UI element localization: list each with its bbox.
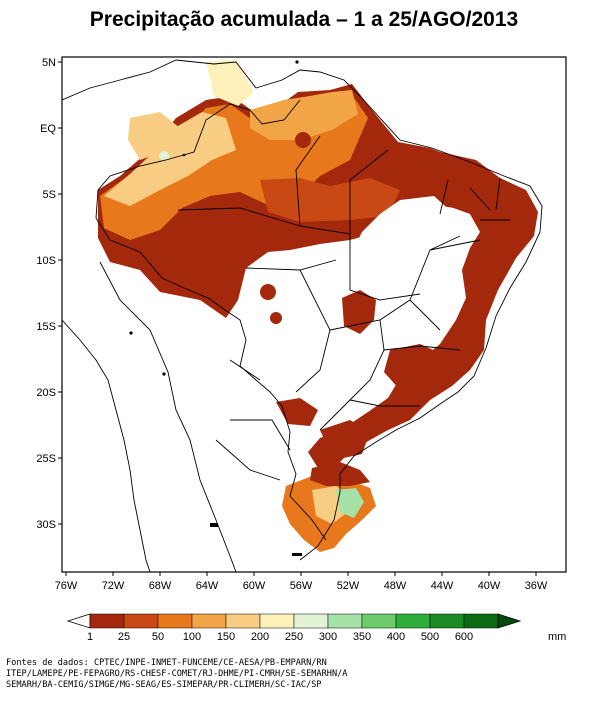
lon-label: 68W xyxy=(149,580,172,592)
legend-color-swatch xyxy=(429,613,465,629)
legend-tick-label: 1 xyxy=(87,631,93,643)
legend-color-swatch xyxy=(89,613,125,629)
pacific-coast xyxy=(62,319,151,572)
precip-zone-interior-dry xyxy=(350,196,460,352)
legend-color-swatch xyxy=(361,613,397,629)
precip-spot-mt-2 xyxy=(270,312,282,324)
legend-color-below xyxy=(66,613,91,629)
legend-tick-label: 300 xyxy=(319,631,337,643)
lat-label: 30S xyxy=(36,519,56,531)
precip-zone-orange-2 xyxy=(260,178,400,222)
precip-spot-ms xyxy=(276,398,318,426)
legend-tick-label: 400 xyxy=(387,631,405,643)
state-borders xyxy=(177,135,510,431)
south-america-coast xyxy=(62,59,543,561)
lat-label: 5S xyxy=(43,189,56,201)
lat-label: 5N xyxy=(42,57,56,69)
legend-color-swatch xyxy=(327,613,363,629)
precip-spot-dark xyxy=(295,132,311,148)
legend-tick-label: 350 xyxy=(353,631,371,643)
lon-ticks xyxy=(65,572,537,576)
lon-label: 36W xyxy=(525,580,548,592)
legend-color-swatch xyxy=(225,613,261,629)
precip-zone-yellow-2 xyxy=(250,90,358,140)
data-sources: Fontes de dados: CPTEC/INPE-INMET-FUNCEM… xyxy=(6,658,606,691)
lat-label: EQ xyxy=(40,123,56,135)
paraguay-border xyxy=(215,359,291,481)
lon-label: 40W xyxy=(478,580,501,592)
lat-label: 25S xyxy=(36,453,56,465)
legend-tick-label: 250 xyxy=(285,631,303,643)
legend-color-swatch xyxy=(191,613,227,629)
legend-tick-label: 25 xyxy=(118,631,130,643)
legend-color-swatch xyxy=(293,613,329,629)
legend-tick-label: 600 xyxy=(455,631,473,643)
legend-color-swatch xyxy=(157,613,193,629)
political-borders xyxy=(62,59,543,572)
precip-zone-ne-coast xyxy=(308,150,538,470)
lon-label: 56W xyxy=(290,580,313,592)
brazil-west-border xyxy=(95,99,327,541)
precip-spot-mg xyxy=(384,344,450,394)
legend-unit: mm xyxy=(548,631,566,643)
legend-color-swatch xyxy=(395,613,431,629)
legend-tick-label: 500 xyxy=(421,631,439,643)
lon-label: 72W xyxy=(102,580,125,592)
legend-color-swatch xyxy=(463,613,499,629)
precip-fields xyxy=(98,60,538,552)
legend-color-above xyxy=(497,613,522,629)
map-title: Precipitação acumulada – 1 a 25/AGO/2013 xyxy=(89,8,519,31)
small-features xyxy=(129,60,302,556)
lon-label: 76W xyxy=(55,580,78,592)
precip-spot-light xyxy=(159,151,169,161)
precip-zone-south-wet xyxy=(336,488,364,518)
lat-ticks xyxy=(58,61,62,525)
precip-zone-yellow-4 xyxy=(128,112,180,160)
legend-tick-label: 150 xyxy=(217,631,235,643)
lon-label: 60W xyxy=(243,580,266,592)
lon-label: 64W xyxy=(196,580,219,592)
sources-line: SEMARH/BA-CEMIG/SIMGE/MG-SEAG/ES-SIMEPAR… xyxy=(6,680,322,690)
lon-label: 48W xyxy=(384,580,407,592)
lat-label: 10S xyxy=(36,255,56,267)
precip-zone-yellow-3 xyxy=(206,60,254,106)
lon-tick-labels: 76W 72W 68W 64W 60W 56W 52W 48W 44W 40W … xyxy=(55,580,548,592)
lat-label: 20S xyxy=(36,387,56,399)
legend-tick-label: 50 xyxy=(152,631,164,643)
precip-spot-mt-1 xyxy=(260,284,276,300)
legend-color-swatch xyxy=(123,613,159,629)
sources-line: Fontes de dados: CPTEC/INPE-INMET-FUNCEM… xyxy=(6,658,327,668)
lon-label: 52W xyxy=(337,580,360,592)
precip-spot-sp xyxy=(320,420,370,460)
lat-tick-labels: 5N EQ 5S 10S 15S 20S 25S 30S xyxy=(36,57,56,531)
legend-tick-label: 100 xyxy=(183,631,201,643)
legend-tick-label: 200 xyxy=(251,631,269,643)
lon-label: 44W xyxy=(431,580,454,592)
sources-line: ITEP/LAMEPE/PE-FEPAGRO/RS-CHESF-COMET/RJ… xyxy=(6,669,348,679)
andes-border xyxy=(99,261,237,572)
legend-color-swatch xyxy=(259,613,295,629)
lat-label: 15S xyxy=(36,321,56,333)
precip-spot-goias xyxy=(342,290,376,334)
legend-colorbar: 1 25 50 100 150 200 250 300 350 400 500 600 xyxy=(66,613,522,643)
